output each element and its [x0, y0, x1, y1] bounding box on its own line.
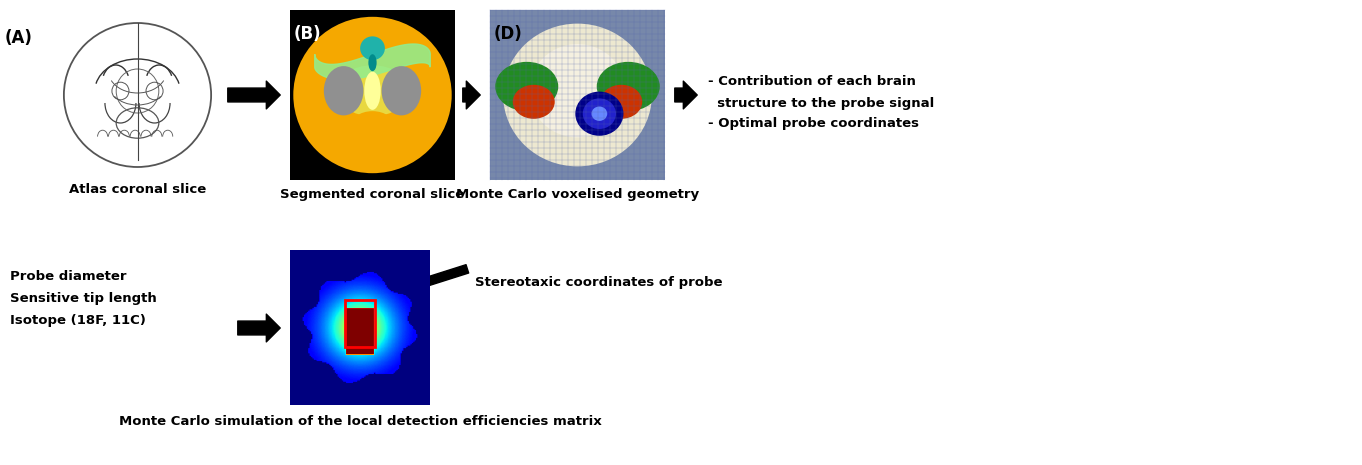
Text: (D): (D) — [494, 25, 523, 43]
Bar — [490, 10, 665, 180]
Bar — [290, 10, 455, 180]
Ellipse shape — [336, 65, 409, 116]
Ellipse shape — [575, 92, 624, 136]
Ellipse shape — [324, 66, 364, 115]
Ellipse shape — [591, 106, 607, 121]
Text: Isotope (18F, 11C): Isotope (18F, 11C) — [10, 314, 146, 327]
Ellipse shape — [368, 54, 377, 71]
Text: Probe diameter: Probe diameter — [10, 270, 127, 283]
Ellipse shape — [597, 62, 659, 111]
Text: Monte Carlo simulation of the local detection efficiencies matrix: Monte Carlo simulation of the local dete… — [118, 415, 602, 428]
Text: (A): (A) — [5, 29, 33, 47]
Text: - Contribution of each brain: - Contribution of each brain — [708, 75, 915, 88]
Text: Stereotaxic coordinates of probe: Stereotaxic coordinates of probe — [475, 276, 722, 289]
Text: Sensitive tip length: Sensitive tip length — [10, 292, 157, 305]
Ellipse shape — [512, 85, 554, 119]
Ellipse shape — [293, 17, 452, 173]
Ellipse shape — [530, 44, 625, 138]
Text: structure to the probe signal: structure to the probe signal — [708, 97, 934, 110]
Text: Monte Carlo voxelised geometry: Monte Carlo voxelised geometry — [456, 188, 699, 201]
Ellipse shape — [503, 24, 652, 166]
Ellipse shape — [350, 111, 395, 143]
Polygon shape — [315, 44, 430, 80]
Text: Segmented coronal slice: Segmented coronal slice — [281, 188, 464, 201]
Ellipse shape — [496, 62, 558, 111]
Ellipse shape — [583, 99, 616, 129]
Ellipse shape — [601, 85, 643, 119]
Ellipse shape — [381, 66, 421, 115]
Text: (C): (C) — [293, 265, 320, 283]
Text: - Optimal probe coordinates: - Optimal probe coordinates — [708, 117, 919, 130]
Ellipse shape — [360, 36, 385, 60]
Text: Atlas coronal slice: Atlas coronal slice — [69, 183, 206, 196]
Ellipse shape — [364, 72, 381, 110]
Text: (B): (B) — [294, 25, 321, 43]
Bar — [346, 300, 375, 347]
